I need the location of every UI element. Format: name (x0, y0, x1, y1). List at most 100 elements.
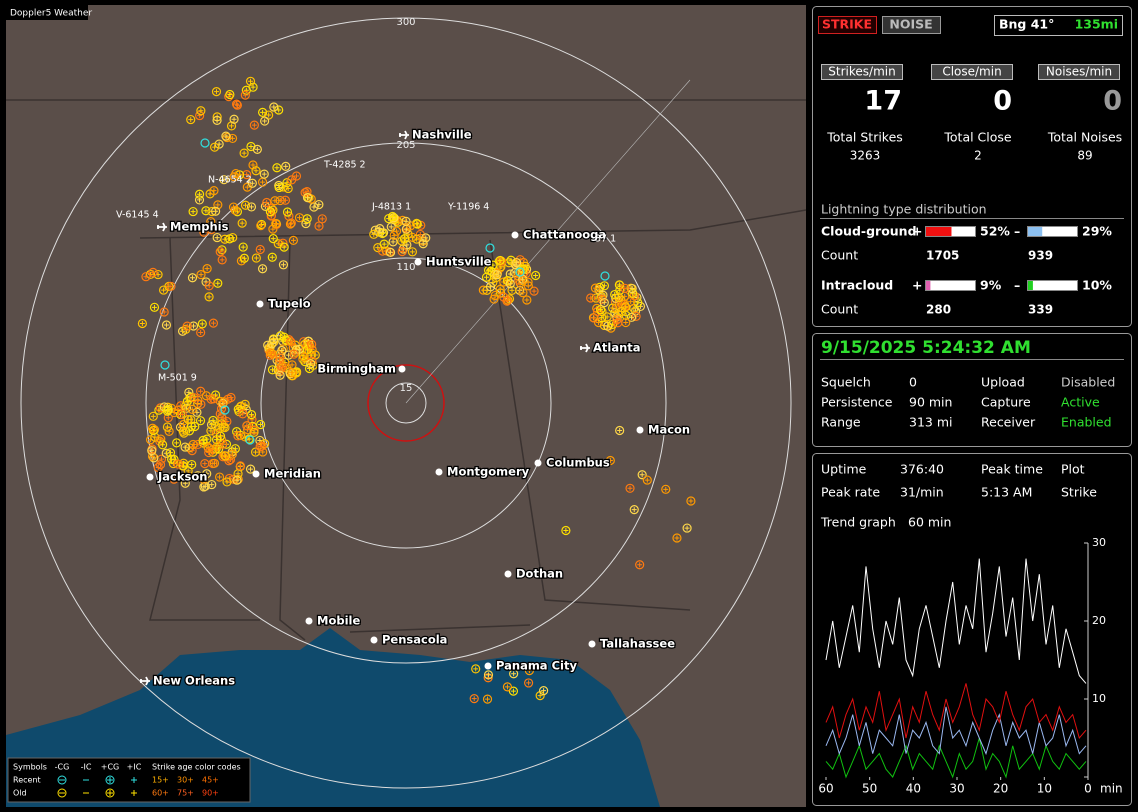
strike-symbol (177, 409, 187, 420)
strike-cross (150, 413, 156, 419)
strike-ring (210, 142, 220, 152)
strike-ring (590, 283, 601, 293)
border (149, 237, 260, 621)
strike-cross (188, 117, 194, 123)
strike-ring (182, 321, 192, 331)
strike-ring (524, 678, 534, 688)
setting-text: Persistence (821, 395, 893, 410)
rate-button[interactable] (1038, 64, 1120, 80)
strike-symbol (471, 664, 481, 674)
strike-ring (539, 686, 549, 696)
strike-cross (409, 249, 415, 255)
strike-symbol (561, 525, 571, 536)
strike-ring (238, 409, 248, 419)
strike-cross (616, 282, 622, 288)
strike-cross (615, 320, 621, 326)
strike-cross (491, 296, 497, 302)
strike-cross (278, 333, 284, 339)
strike-symbol (399, 234, 410, 244)
strike-cross (494, 272, 500, 278)
strike-symbol (499, 292, 509, 302)
total-value: 89 (1077, 149, 1092, 163)
strike-ring (631, 311, 641, 321)
strike-ring (635, 560, 645, 570)
border (349, 624, 531, 633)
strike-cross (211, 460, 217, 466)
strike-symbol (613, 318, 623, 328)
strike-ring (397, 236, 407, 246)
strike-cross (604, 314, 610, 320)
strike-ring (202, 264, 212, 274)
strike-symbol (275, 331, 286, 341)
strike-ring (485, 282, 496, 292)
strike-cross (688, 498, 694, 504)
strike-cross (212, 144, 218, 150)
strike-cross (197, 113, 203, 119)
strike-symbol (204, 292, 214, 302)
strike-cross (182, 444, 188, 450)
city-label: Atlanta (593, 341, 641, 355)
rate-value: 17 (864, 86, 902, 117)
strike-cross (294, 370, 300, 376)
mode-button-label: NOISE (889, 17, 932, 32)
strike-cross (304, 216, 310, 222)
strike-cross (215, 202, 221, 208)
strike-symbol (245, 76, 256, 86)
strike-symbol (206, 394, 216, 404)
strike-cross (250, 162, 256, 168)
strike-cross (520, 276, 526, 282)
strike-cross (403, 218, 409, 224)
strike-ring (672, 533, 682, 543)
strike-cross (253, 255, 259, 261)
strike-symbol (686, 496, 696, 506)
strike-ring (148, 411, 158, 421)
strike-ring (195, 110, 205, 121)
strike-symbol (194, 189, 205, 199)
strike-ring (167, 454, 177, 464)
strike-ring (637, 470, 647, 480)
strike-cross (206, 450, 212, 456)
strike-symbol (216, 419, 227, 429)
strike-ring (291, 171, 302, 181)
strike-symbol (505, 279, 515, 289)
strike-ring (195, 416, 206, 426)
strike-ring (197, 319, 207, 329)
strike-cross (201, 476, 207, 482)
strike-ring (502, 682, 513, 692)
strike-ring (147, 446, 157, 456)
percent-track (925, 280, 976, 291)
strike-symbol (304, 363, 315, 374)
strike-symbol (314, 221, 324, 231)
strike-ring (224, 91, 234, 102)
rate-button[interactable] (931, 64, 1013, 80)
strike-symbol (230, 205, 240, 215)
x-tick-label: 0 (1084, 782, 1092, 796)
strike-cross (630, 290, 636, 296)
strike-cross (375, 245, 381, 251)
datetime: 9/15/2025 5:24:32 AM (821, 338, 1031, 358)
strike-symbol (251, 166, 261, 176)
strike-ring (586, 293, 596, 303)
rate-button[interactable] (821, 64, 903, 80)
strike-cross (150, 425, 156, 431)
strike-ring (285, 369, 295, 379)
strike-ring (206, 394, 216, 404)
strike-symbol (388, 237, 398, 247)
city-dot (504, 570, 512, 578)
strike-cross (290, 237, 296, 243)
strike-ring (260, 116, 270, 126)
mode-button[interactable] (882, 16, 941, 34)
stat-text: 31/min (900, 485, 944, 500)
strike-ring (627, 283, 637, 294)
strike-ring (148, 267, 158, 277)
strike-ring (267, 339, 277, 349)
strike-ring (141, 272, 151, 282)
strike-cross (180, 428, 186, 434)
legend-symbol (131, 790, 137, 796)
strike-symbol (214, 472, 225, 482)
mode-button[interactable] (818, 16, 877, 34)
strike-symbol (421, 233, 431, 243)
strike-cross (267, 350, 273, 356)
strike-symbol (602, 312, 612, 322)
strike-ring (412, 219, 422, 229)
